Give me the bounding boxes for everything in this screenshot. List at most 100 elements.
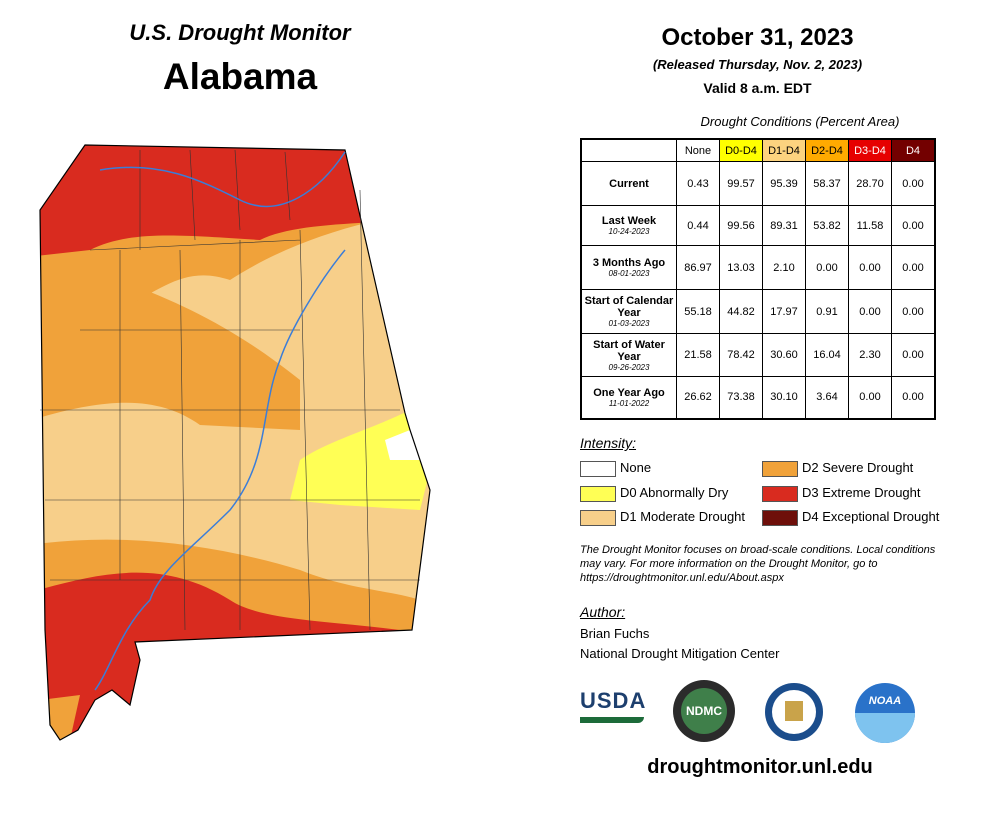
legend-label: D4 Exceptional Drought <box>802 509 940 524</box>
header-row: None D0-D4 D1-D4 D2-D4 D3-D4 D4 <box>581 138 936 162</box>
value-cell: 0.00 <box>848 289 892 334</box>
value-cell: 73.38 <box>719 376 763 419</box>
doc-logo <box>765 683 823 741</box>
legend-swatch <box>580 510 616 526</box>
value-cell: 89.31 <box>762 205 806 246</box>
row-date: 11-01-2022 <box>608 398 650 408</box>
ndmc-logo: NDMC <box>673 680 735 742</box>
row-label: Start of Water Year 09-26-2023 <box>580 333 677 377</box>
value-cell: 17.97 <box>762 289 806 334</box>
value-cell: 0.00 <box>891 161 936 206</box>
value-cell: 55.18 <box>676 289 720 334</box>
value-cell: 95.39 <box>762 161 806 206</box>
valid: Valid 8 a.m. EDT <box>703 80 812 96</box>
value-cell: 0.00 <box>891 376 936 419</box>
value-cell: 99.56 <box>719 205 763 246</box>
legend-label: D3 Extreme Drought <box>802 485 921 500</box>
noaa-logo: NOAA <box>855 683 915 743</box>
table-row: Start of Calendar Year 01-03-2023 55.18 44.… <box>580 289 936 334</box>
value-cell: 0.00 <box>891 289 936 334</box>
row-title: One Year Ago <box>593 386 665 399</box>
author-org: National Drought Mitigation Center <box>580 646 780 661</box>
date: October 31, 2023 <box>661 24 854 51</box>
value-cell: 13.03 <box>719 245 763 290</box>
row-label: Start of Calendar Year 01-03-2023 <box>580 289 677 334</box>
value-cell: 0.43 <box>676 161 720 206</box>
value-cell: 11.58 <box>848 205 892 246</box>
map <box>39 144 431 741</box>
value-cell: 21.58 <box>676 333 720 377</box>
column-header: D2-D4 <box>805 138 849 162</box>
column-header: D1-D4 <box>762 138 806 162</box>
row-title: Start of Calendar Year <box>584 295 674 319</box>
row-label: Last Week 10-24-2023 <box>580 205 677 246</box>
value-cell: 86.97 <box>676 245 720 290</box>
logo-text: USDA <box>580 688 647 713</box>
table-row: Start of Water Year 09-26-2023 21.58 78.42 3… <box>580 333 936 377</box>
footer-url: droughtmonitor.unl.edu <box>647 756 873 778</box>
value-cell: 53.82 <box>805 205 849 246</box>
value-cell: 2.10 <box>762 245 806 290</box>
legend-label: D0 Abnormally Dry <box>620 485 729 500</box>
value-cell: 0.44 <box>676 205 720 246</box>
value-cell: 3.64 <box>805 376 849 419</box>
corner-cell <box>581 139 677 162</box>
value-cell: 30.60 <box>762 333 806 377</box>
legend-swatch <box>762 510 798 526</box>
table-row: 3 Months Ago 08-01-2023 86.97 13.03 2.10 0.00… <box>580 245 936 290</box>
table-caption: Drought Conditions (Percent Area) <box>700 114 900 129</box>
legend-label: D2 Severe Drought <box>802 460 914 475</box>
released: (Released Thursday, Nov. 2, 2023) <box>652 57 863 72</box>
value-cell: 26.62 <box>676 376 720 419</box>
value-cell: 28.70 <box>848 161 892 206</box>
row-title: 3 Months Ago <box>592 257 666 269</box>
legend-label: D1 Moderate Drought <box>620 509 746 524</box>
legend-label: None <box>620 460 652 475</box>
row-date: 10-24-2023 <box>608 227 650 236</box>
conditions-table: None D0-D4 D1-D4 D2-D4 D3-D4 D4 Current 0.43 99.… <box>580 138 936 420</box>
value-cell: 0.00 <box>891 205 936 246</box>
product-title: U.S. Drought Monitor <box>129 20 351 45</box>
note: The Drought Monitor focuses on broad-sca… <box>580 544 936 584</box>
column-header: D3-D4 <box>848 138 892 162</box>
row-label: 3 Months Ago 08-01-2023 <box>580 245 677 290</box>
row-label: Current <box>580 161 677 206</box>
value-cell: 0.00 <box>848 245 892 290</box>
region-none <box>385 430 420 460</box>
value-cell: 0.00 <box>891 245 936 290</box>
logo-text: NDMC <box>681 688 727 734</box>
column-header: None <box>676 138 720 162</box>
author-name: Brian Fuchs <box>580 626 650 641</box>
logo-text: NOAA <box>868 695 902 707</box>
legend-swatch <box>580 486 616 502</box>
value-cell: 99.57 <box>719 161 763 206</box>
value-cell: 58.37 <box>805 161 849 206</box>
value-cell: 16.04 <box>805 333 849 377</box>
county-lines <box>40 149 420 631</box>
table-row: Last Week 10-24-2023 0.44 99.56 89.31 53.82 11… <box>580 205 936 246</box>
row-title: Start of Water Year <box>593 338 665 363</box>
table-row: Current 0.43 99.57 95.39 58.37 28.70 0.00 <box>580 161 936 206</box>
value-cell: 44.82 <box>719 289 763 334</box>
row-date: 09-26-2023 <box>608 362 650 372</box>
row-title: Current <box>609 177 649 190</box>
legend-title: Intensity: <box>580 435 637 451</box>
row-date: 01-03-2023 <box>608 319 650 328</box>
usda-logo: USDA <box>580 688 647 736</box>
column-header: D0-D4 <box>719 138 763 162</box>
row-title: Last Week <box>601 215 657 227</box>
state-outline <box>39 144 431 741</box>
legend-swatch <box>580 461 616 477</box>
value-cell: 0.00 <box>805 245 849 290</box>
legend-swatch <box>762 461 798 477</box>
table-row: One Year Ago 11-01-2022 26.62 73.38 30.10 3.6… <box>580 376 936 419</box>
value-cell: 30.10 <box>762 376 806 419</box>
value-cell: 2.30 <box>848 333 892 377</box>
row-label: One Year Ago 11-01-2022 <box>580 376 677 419</box>
value-cell: 0.00 <box>891 333 936 377</box>
author-title: Author: <box>580 604 626 620</box>
legend-swatch <box>762 486 798 502</box>
row-date: 08-01-2023 <box>608 269 650 278</box>
value-cell: 0.91 <box>805 289 849 334</box>
